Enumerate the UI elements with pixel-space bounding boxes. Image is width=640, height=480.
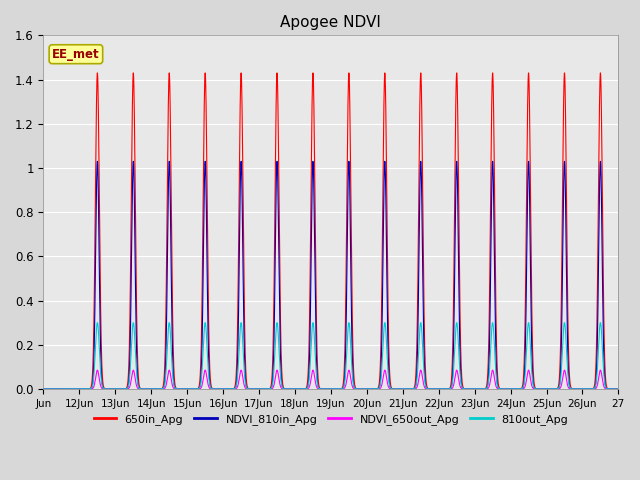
NDVI_650out_Apg <box>309 367 317 373</box>
Line: 650in_Apg: 650in_Apg <box>44 73 618 389</box>
NDVI_810in_Apg <box>260 386 268 392</box>
Legend: 650in_Apg, NDVI_810in_Apg, NDVI_650out_Apg, 810out_Apg: 650in_Apg, NDVI_810in_Apg, NDVI_650out_A… <box>89 409 573 429</box>
NDVI_810in_Apg <box>467 386 474 392</box>
810out_Apg <box>614 386 622 392</box>
NDVI_810in_Apg <box>351 386 359 392</box>
NDVI_650out_Apg <box>178 386 186 392</box>
Line: NDVI_650out_Apg: NDVI_650out_Apg <box>44 370 618 389</box>
NDVI_650out_Apg <box>614 386 622 392</box>
650in_Apg <box>178 386 186 392</box>
NDVI_810in_Apg <box>614 386 622 392</box>
810out_Apg <box>351 386 359 392</box>
810out_Apg <box>79 386 86 392</box>
650in_Apg <box>79 386 86 392</box>
810out_Apg <box>386 383 394 388</box>
NDVI_810in_Apg <box>178 386 186 392</box>
650in_Apg <box>309 70 317 76</box>
650in_Apg <box>614 386 622 392</box>
NDVI_650out_Apg <box>351 386 359 392</box>
Line: 810out_Apg: 810out_Apg <box>44 323 618 389</box>
NDVI_810in_Apg <box>309 158 317 164</box>
NDVI_650out_Apg <box>467 386 474 392</box>
810out_Apg <box>40 386 47 392</box>
650in_Apg <box>386 371 394 376</box>
NDVI_650out_Apg <box>260 386 268 392</box>
Title: Apogee NDVI: Apogee NDVI <box>280 15 381 30</box>
810out_Apg <box>467 386 474 392</box>
650in_Apg <box>40 386 47 392</box>
NDVI_810in_Apg <box>386 382 394 387</box>
Text: EE_met: EE_met <box>52 48 100 60</box>
NDVI_650out_Apg <box>79 386 86 392</box>
NDVI_810in_Apg <box>40 386 47 392</box>
650in_Apg <box>260 386 268 392</box>
NDVI_810in_Apg <box>79 386 86 392</box>
810out_Apg <box>260 386 268 392</box>
810out_Apg <box>309 320 317 325</box>
NDVI_650out_Apg <box>386 385 394 391</box>
650in_Apg <box>467 386 474 392</box>
810out_Apg <box>178 386 186 392</box>
650in_Apg <box>351 384 359 390</box>
Line: NDVI_810in_Apg: NDVI_810in_Apg <box>44 161 618 389</box>
NDVI_650out_Apg <box>40 386 47 392</box>
